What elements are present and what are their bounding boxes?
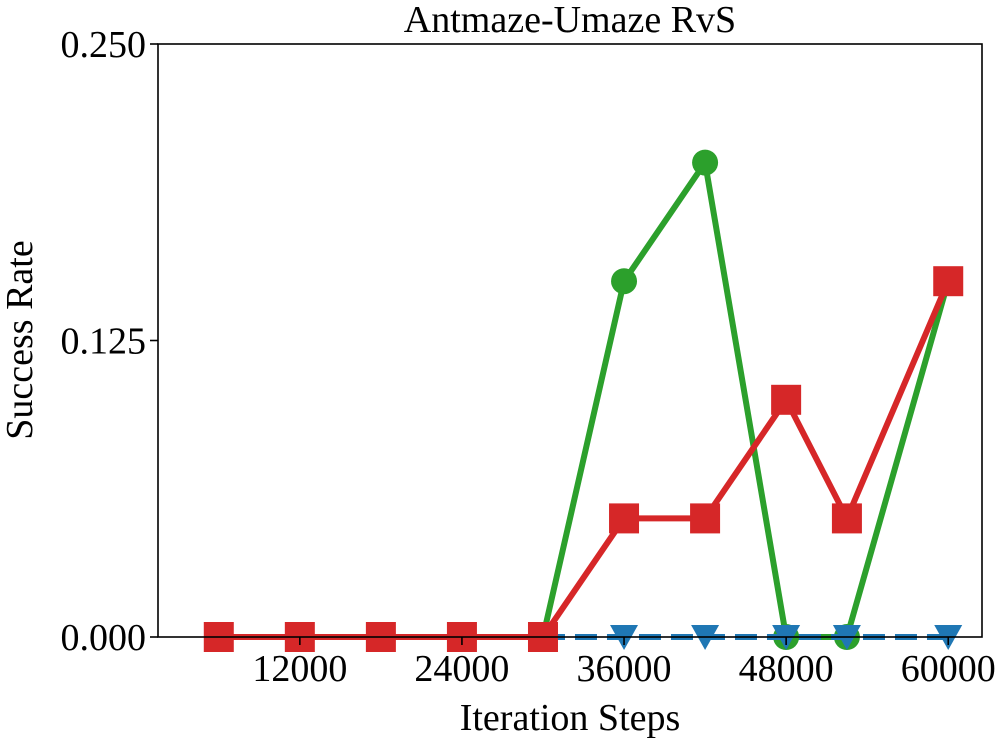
data-point xyxy=(690,503,721,534)
series-layer xyxy=(203,149,964,652)
data-point xyxy=(933,266,964,297)
x-tick-label: 12000 xyxy=(252,648,347,690)
series-line xyxy=(540,159,952,640)
plot-frame xyxy=(157,43,983,638)
x-tick-label: 60000 xyxy=(901,648,996,690)
data-point xyxy=(831,503,862,534)
y-tick-label: 0.125 xyxy=(61,321,147,363)
data-point xyxy=(692,149,719,176)
chart-title: Antmaze-Umaze RvS xyxy=(404,0,736,41)
data-point xyxy=(609,503,640,534)
x-tick-label: 48000 xyxy=(739,648,834,690)
ticks-layer: 12000 24000 36000 48000 60000 0.000 0.125 0.250 xyxy=(61,24,996,690)
x-tick-label: 36000 xyxy=(577,648,672,690)
y-tick-label: 0.250 xyxy=(61,24,147,66)
y-tick-label: 0.000 xyxy=(61,617,147,659)
x-tick-label: 24000 xyxy=(414,648,509,690)
x-axis-label: Iteration Steps xyxy=(460,697,681,739)
data-point xyxy=(611,268,638,295)
y-axis-label: Success Rate xyxy=(0,240,41,439)
data-point xyxy=(771,384,802,415)
